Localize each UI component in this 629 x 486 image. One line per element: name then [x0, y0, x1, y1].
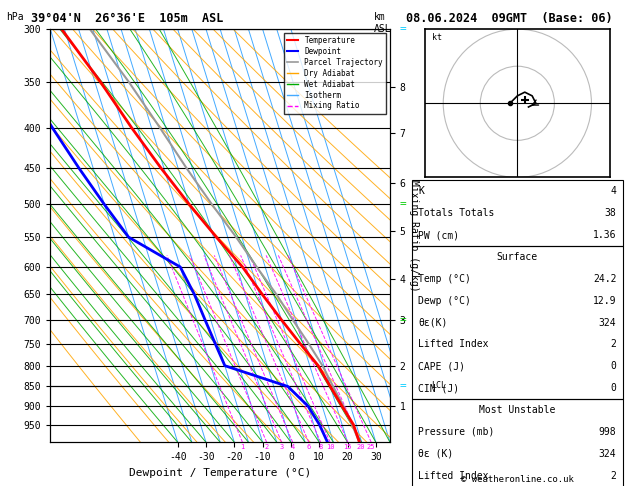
Text: =: =	[399, 24, 406, 34]
Text: 8: 8	[318, 444, 323, 451]
Text: 08.06.2024  09GMT  (Base: 06): 08.06.2024 09GMT (Base: 06)	[406, 12, 612, 25]
Text: © weatheronline.co.uk: © weatheronline.co.uk	[460, 474, 574, 484]
Text: 4: 4	[611, 186, 616, 196]
Text: =: =	[399, 315, 406, 325]
Text: 39°04'N  26°36'E  105m  ASL: 39°04'N 26°36'E 105m ASL	[31, 12, 224, 25]
Text: 4: 4	[291, 444, 295, 451]
Text: K: K	[418, 186, 424, 196]
Y-axis label: Mixing Ratio (g/kg): Mixing Ratio (g/kg)	[409, 180, 420, 292]
Text: PW (cm): PW (cm)	[418, 230, 459, 240]
Text: 0: 0	[611, 383, 616, 393]
Text: 38: 38	[604, 208, 616, 218]
Text: 24.2: 24.2	[593, 274, 616, 284]
Bar	[412, 180, 623, 246]
Text: 1: 1	[240, 444, 245, 451]
Text: LCL: LCL	[431, 381, 446, 390]
Bar	[412, 399, 623, 486]
Text: 2: 2	[611, 470, 616, 481]
Text: 25: 25	[367, 444, 376, 451]
Text: 0: 0	[611, 361, 616, 371]
Text: Totals Totals: Totals Totals	[418, 208, 494, 218]
Text: kt: kt	[432, 33, 442, 42]
Text: Temp (°C): Temp (°C)	[418, 274, 471, 284]
Text: 12.9: 12.9	[593, 295, 616, 306]
Text: 2: 2	[611, 339, 616, 349]
Text: 3: 3	[279, 444, 284, 451]
Text: 324: 324	[599, 317, 616, 328]
Text: CIN (J): CIN (J)	[418, 383, 459, 393]
Text: 10: 10	[326, 444, 335, 451]
Text: Pressure (mb): Pressure (mb)	[418, 427, 494, 437]
Bar	[412, 246, 623, 399]
Text: 15: 15	[343, 444, 352, 451]
Text: =: =	[399, 382, 406, 392]
Text: Lifted Index: Lifted Index	[418, 339, 489, 349]
Text: 324: 324	[599, 449, 616, 459]
Text: θε (K): θε (K)	[418, 449, 454, 459]
Text: 998: 998	[599, 427, 616, 437]
Text: Surface: Surface	[497, 252, 538, 262]
Text: Lifted Index: Lifted Index	[418, 470, 489, 481]
Text: hPa: hPa	[6, 12, 24, 22]
Text: =: =	[399, 199, 406, 209]
Text: 20: 20	[357, 444, 365, 451]
Text: 6: 6	[307, 444, 311, 451]
Text: Most Unstable: Most Unstable	[479, 405, 555, 415]
Text: θε(K): θε(K)	[418, 317, 448, 328]
Text: 2: 2	[265, 444, 269, 451]
Text: km
ASL: km ASL	[374, 12, 392, 34]
Text: Dewp (°C): Dewp (°C)	[418, 295, 471, 306]
Text: 1.36: 1.36	[593, 230, 616, 240]
Legend: Temperature, Dewpoint, Parcel Trajectory, Dry Adiabat, Wet Adiabat, Isotherm, Mi: Temperature, Dewpoint, Parcel Trajectory…	[284, 33, 386, 114]
Text: CAPE (J): CAPE (J)	[418, 361, 465, 371]
X-axis label: Dewpoint / Temperature (°C): Dewpoint / Temperature (°C)	[129, 468, 311, 478]
